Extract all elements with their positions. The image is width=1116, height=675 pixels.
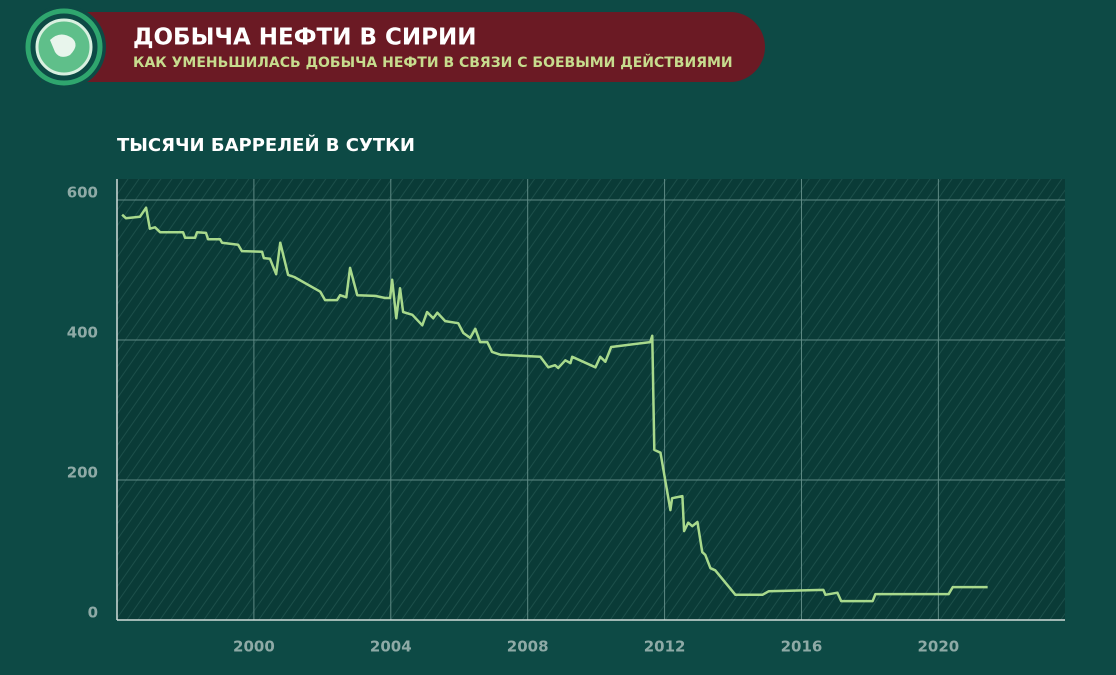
y-tick-label: 200 xyxy=(67,464,98,482)
y-axis-label: ТЫСЯЧИ БАРРЕЛЕЙ В СУТКИ xyxy=(117,134,415,156)
x-tick-label: 2008 xyxy=(507,638,549,656)
x-tick-label: 2000 xyxy=(233,638,275,656)
y-tick-label: 400 xyxy=(67,324,98,342)
y-tick-label: 0 xyxy=(88,604,98,622)
logo-outer xyxy=(25,8,103,86)
x-tick-label: 2012 xyxy=(644,638,686,656)
plot-area xyxy=(117,179,1065,620)
subtitle: КАК УМЕНЬШИЛАСЬ ДОБЫЧА НЕФТИ В СВЯЗИ С Б… xyxy=(133,54,733,71)
x-tick-label: 2016 xyxy=(781,638,823,656)
header-banner xyxy=(40,12,765,82)
logo-map xyxy=(50,34,76,57)
x-tick-label: 2020 xyxy=(917,638,959,656)
y-tick-label: 600 xyxy=(67,184,98,202)
x-tick-label: 2004 xyxy=(370,638,412,656)
data-line xyxy=(121,206,988,603)
title: ДОБЫЧА НЕФТИ В СИРИИ xyxy=(133,25,477,51)
